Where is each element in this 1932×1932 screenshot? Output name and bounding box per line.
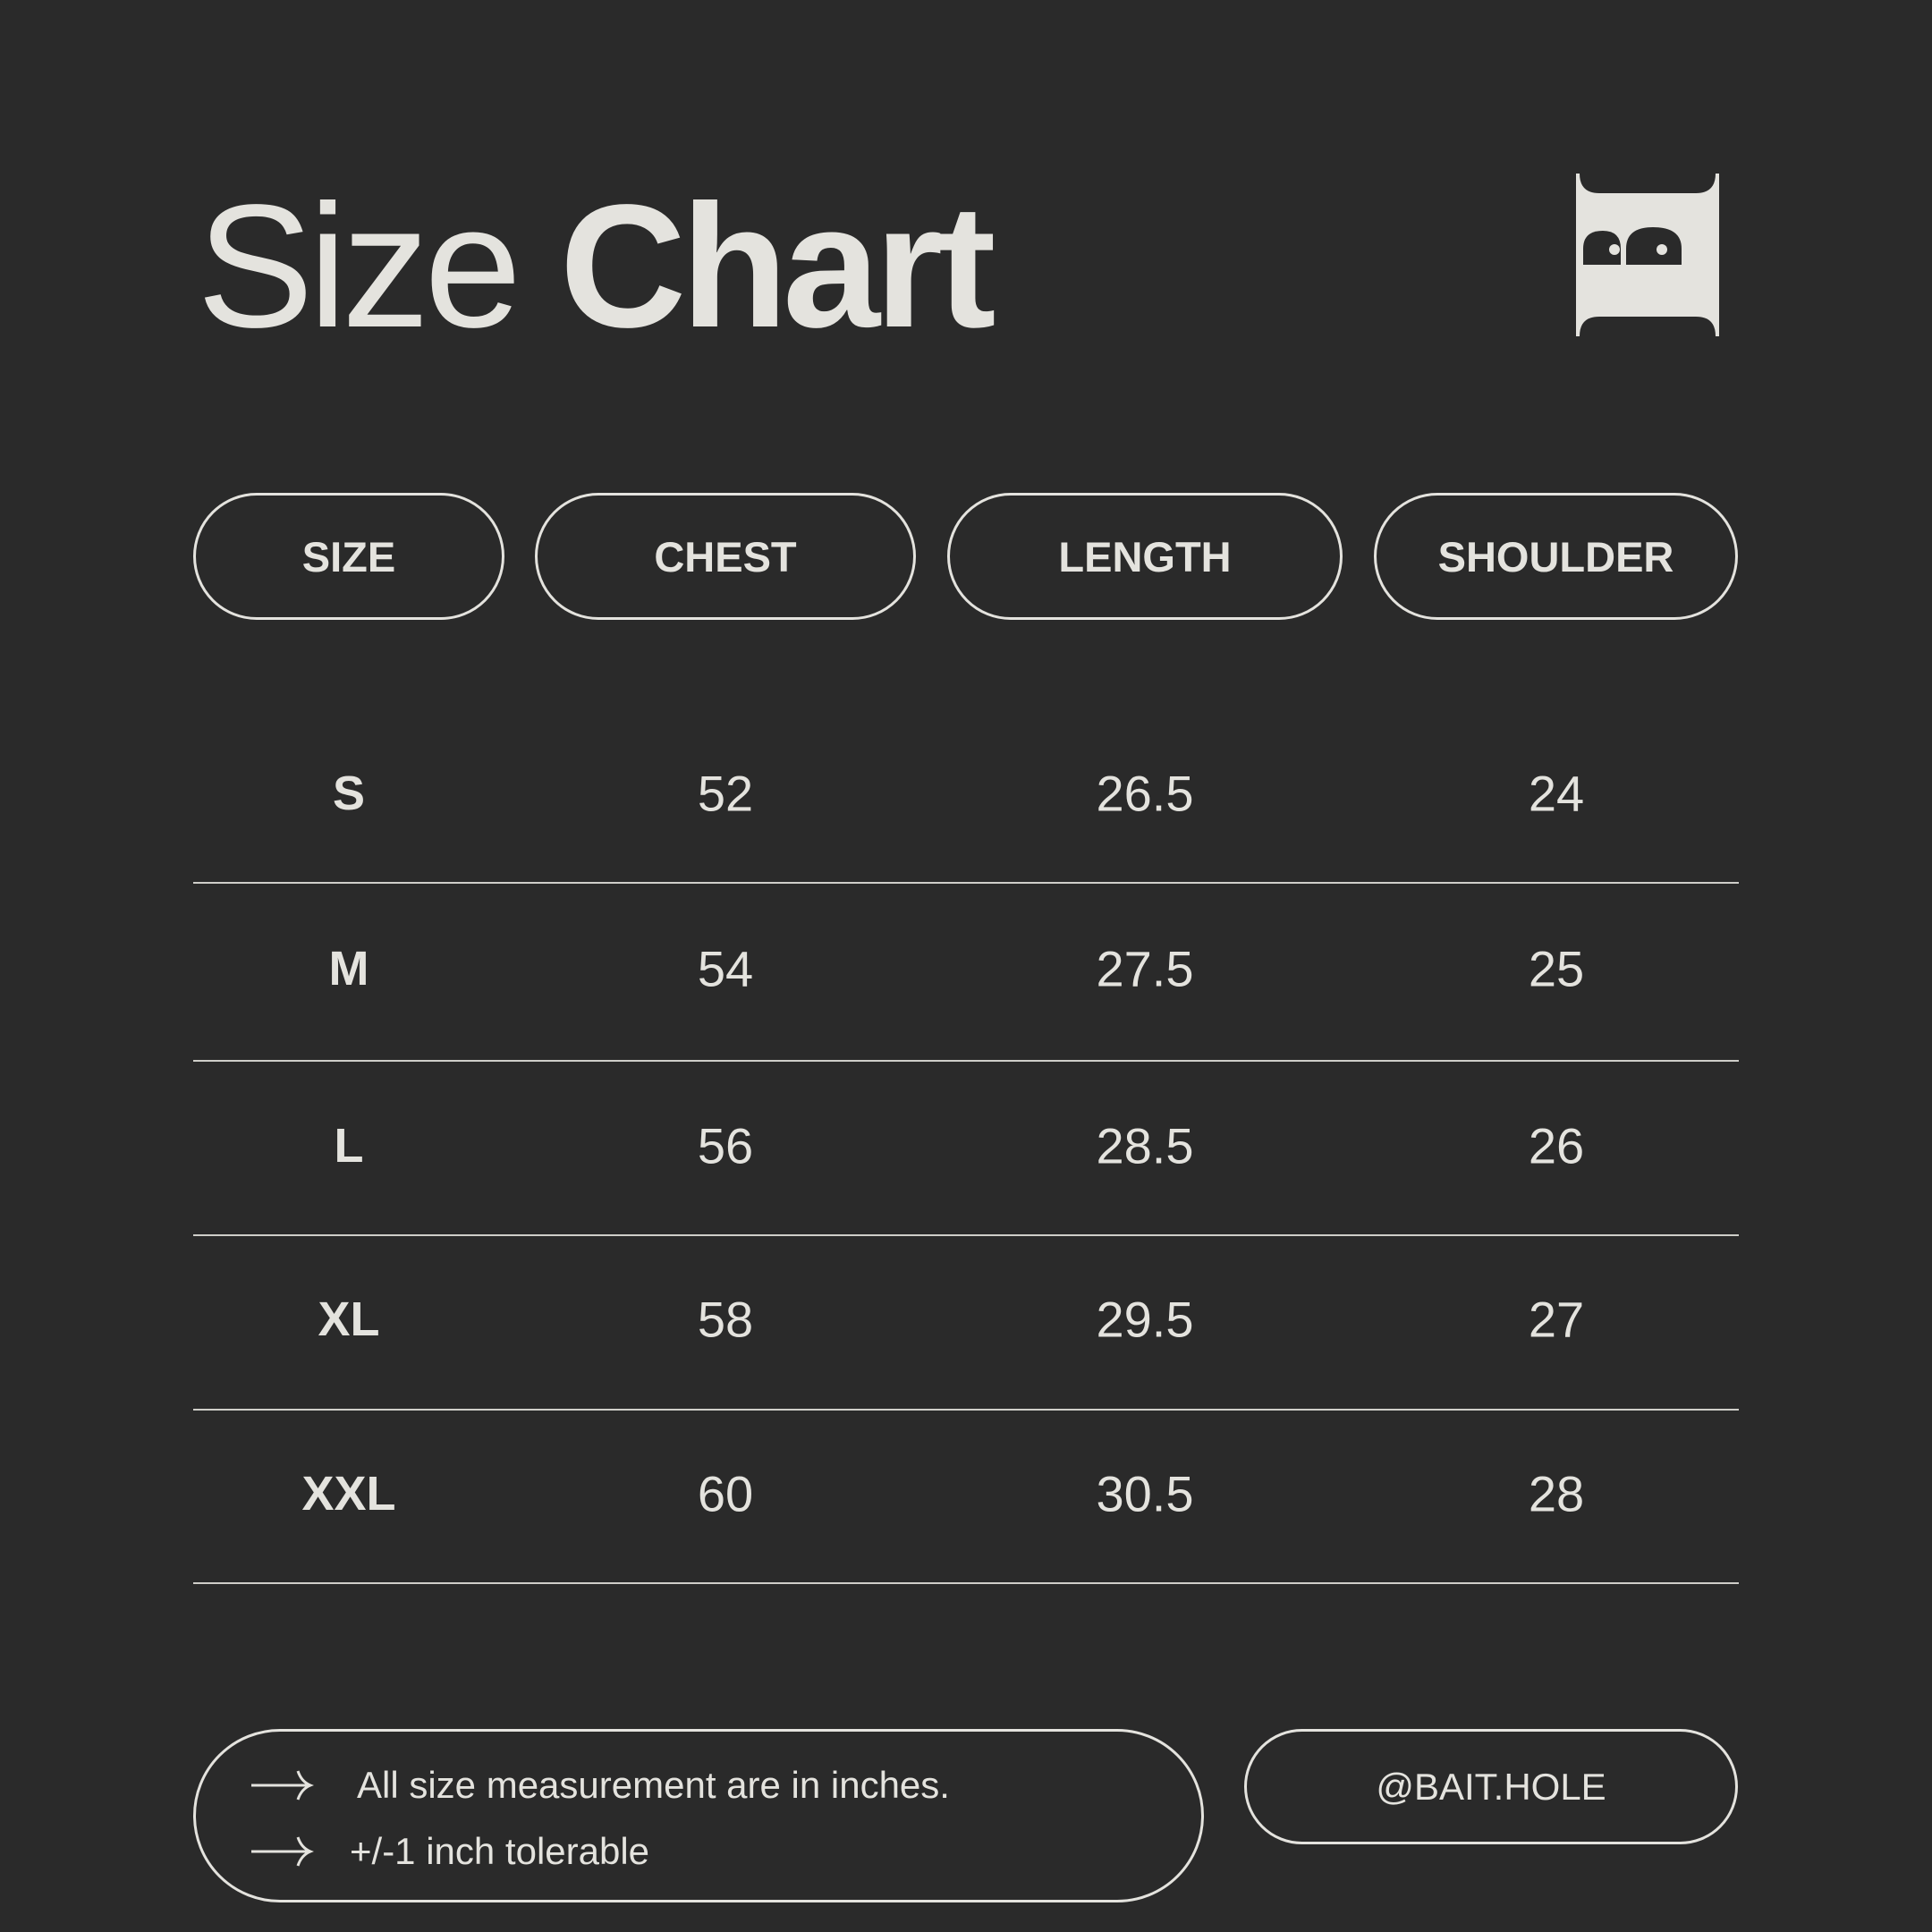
cell-length: 30.5 [1096,1465,1194,1522]
header-shoulder: SHOULDER [1374,493,1738,620]
cell-shoulder: 25 [1528,940,1585,997]
row-divider [193,1234,1739,1236]
row-divider [193,1582,1739,1584]
note-item: +/-1 inch tolerable [250,1830,649,1873]
arrow-right-icon [251,1836,314,1867]
cell-length: 29.5 [1096,1291,1194,1348]
robot-face-logo-icon [1576,174,1719,336]
notes-box: All size measurement are in inches. +/-1… [193,1729,1204,1902]
header-chest: CHEST [535,493,916,620]
cell-chest: 56 [697,1117,754,1174]
cell-chest: 54 [697,940,754,997]
row-divider [193,882,1739,884]
note-item: All size measurement are in inches. [250,1764,950,1807]
cell-chest: 60 [697,1465,754,1522]
cell-size: S [332,767,366,820]
cell-shoulder: 24 [1528,765,1585,822]
note-text: +/-1 inch tolerable [350,1830,650,1872]
cell-size: XXL [301,1467,396,1521]
page-title: Size Chart [197,179,996,354]
title-light: Size [197,168,521,364]
cell-size: M [328,942,369,996]
social-handle: @BAIT.HOLE [1244,1729,1738,1844]
cell-length: 26.5 [1096,765,1194,822]
cell-size: XL [318,1292,380,1346]
header-length: LENGTH [947,493,1343,620]
cell-shoulder: 28 [1528,1465,1585,1522]
cell-chest: 52 [697,765,754,822]
cell-size: L [334,1119,364,1173]
note-text: All size measurement are in inches. [357,1764,950,1806]
row-divider [193,1060,1739,1062]
row-divider [193,1409,1739,1411]
header-size: SIZE [193,493,504,620]
title-bold: Chart [559,168,996,364]
arrow-right-icon [251,1770,314,1801]
cell-length: 28.5 [1096,1117,1194,1174]
cell-shoulder: 27 [1528,1291,1585,1348]
cell-shoulder: 26 [1528,1117,1585,1174]
cell-length: 27.5 [1096,940,1194,997]
cell-chest: 58 [697,1291,754,1348]
